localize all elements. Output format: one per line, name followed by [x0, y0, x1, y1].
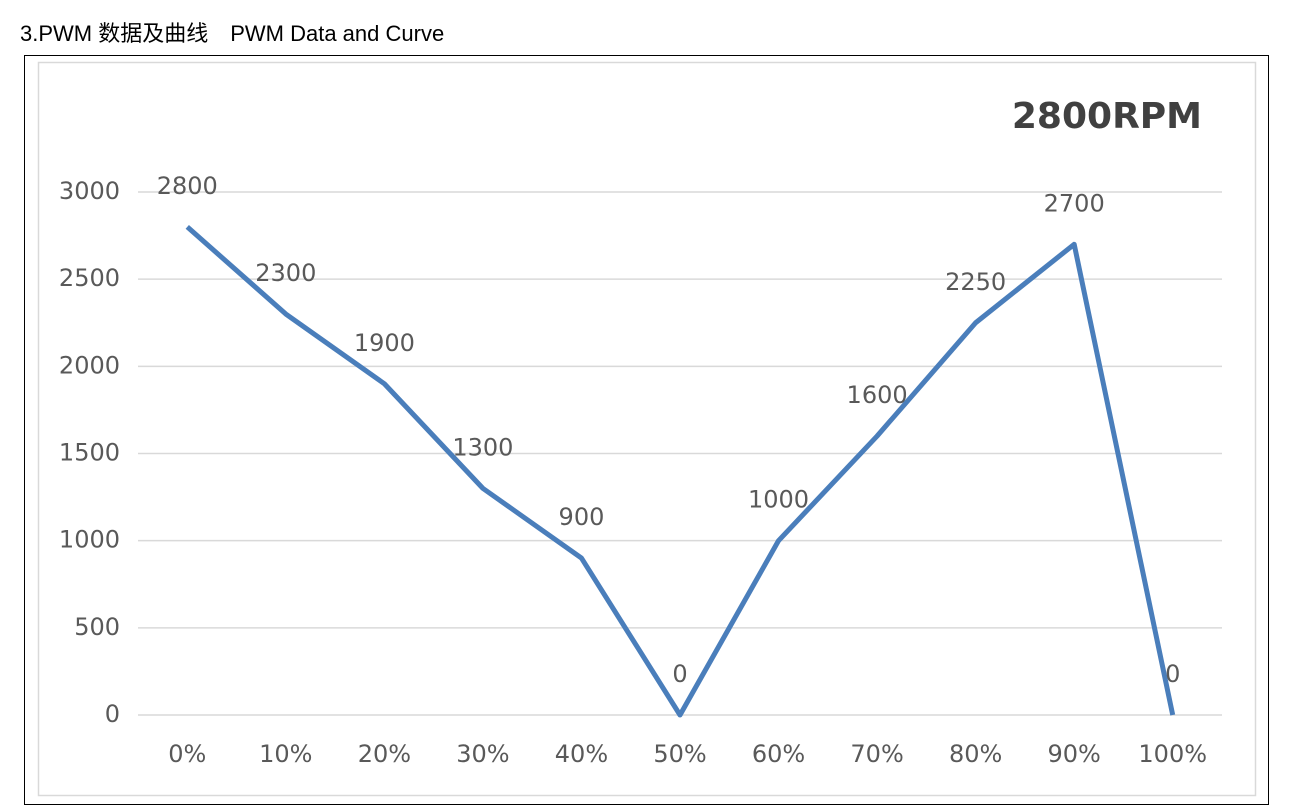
y-tick-label: 2000 [59, 351, 120, 379]
data-label: 0 [672, 660, 687, 688]
chart-frame [24, 55, 1269, 805]
heading: 3.PWM 数据及曲线 PWM Data and Curve [20, 21, 444, 46]
data-label: 1600 [847, 381, 908, 409]
x-tick-label: 70% [850, 740, 903, 768]
x-tick-label: 50% [653, 740, 706, 768]
data-label: 1900 [354, 329, 415, 357]
data-label: 1000 [748, 486, 809, 514]
data-label: 2800 [157, 172, 218, 200]
data-label: 0 [1165, 660, 1180, 688]
x-tick-label: 80% [949, 740, 1002, 768]
y-tick-label: 1000 [59, 526, 120, 554]
data-label: 1300 [452, 433, 513, 461]
x-tick-label: 40% [555, 740, 608, 768]
data-line [185, 224, 1176, 718]
chart-title: 2800RPM [1012, 96, 1202, 137]
data-label: 2700 [1044, 189, 1105, 217]
x-tick-label: 90% [1048, 740, 1101, 768]
y-tick-label: 0 [105, 700, 120, 728]
y-tick-label: 2500 [59, 264, 120, 292]
x-tick-label: 0% [168, 740, 206, 768]
y-tick-label: 3000 [59, 177, 120, 205]
y-tick-label: 1500 [59, 439, 120, 467]
y-tick-label: 500 [74, 613, 120, 641]
x-tick-label: 20% [358, 740, 411, 768]
data-label: 2250 [945, 268, 1006, 296]
data-label: 900 [559, 503, 605, 531]
data-label: 2300 [255, 259, 316, 287]
x-tick-label: 10% [259, 740, 312, 768]
x-tick-label: 100% [1138, 740, 1207, 768]
x-tick-label: 60% [752, 740, 805, 768]
chart-area [37, 61, 1257, 797]
x-tick-label: 30% [456, 740, 509, 768]
